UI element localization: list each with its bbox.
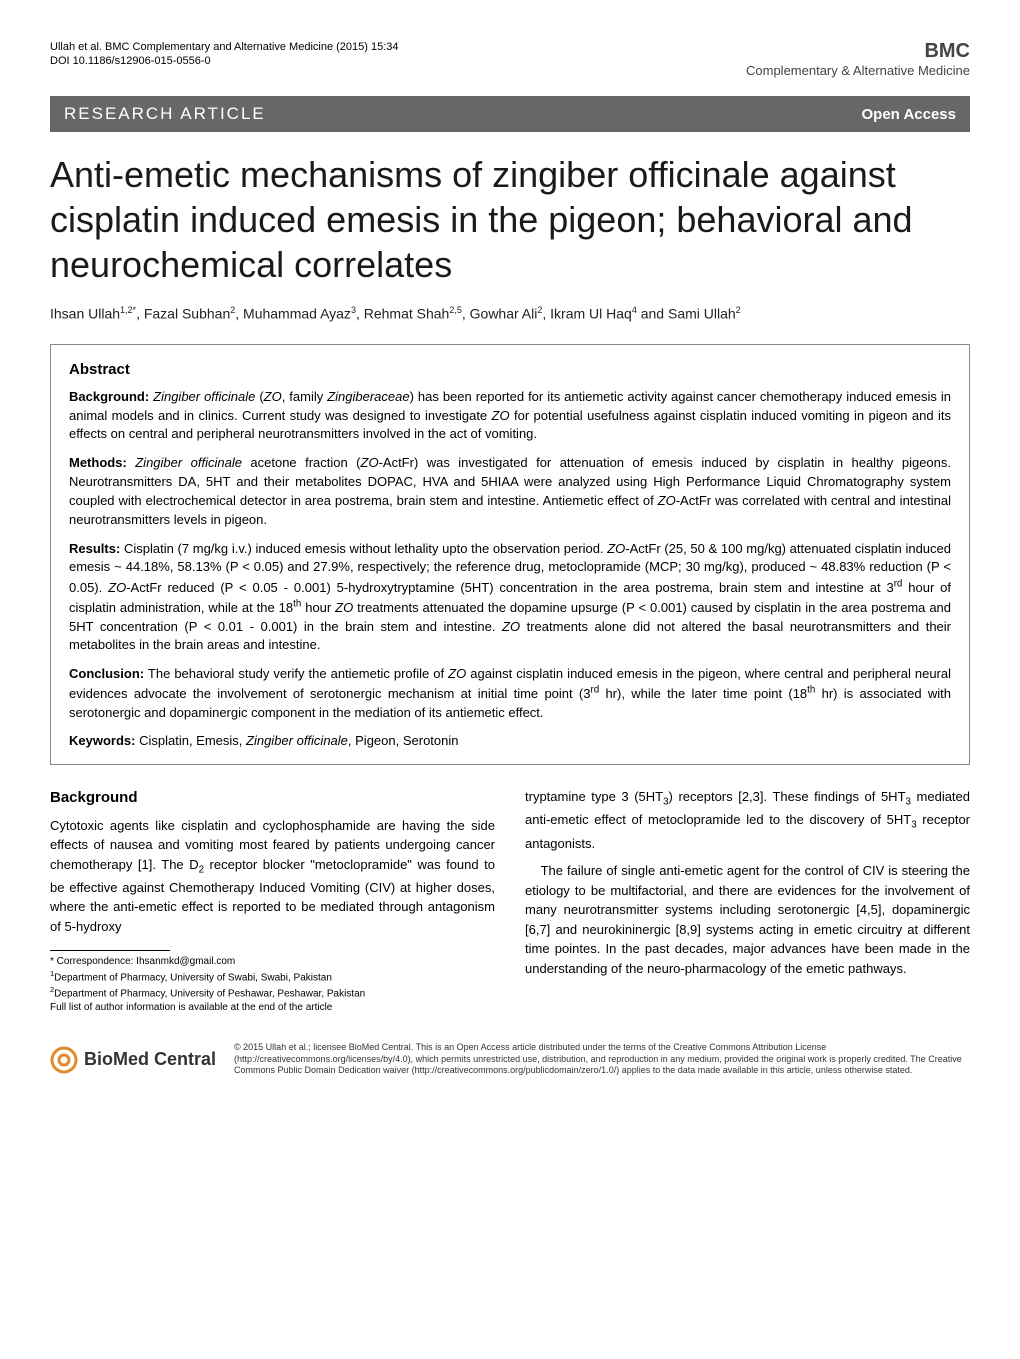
abstract-background-text: Zingiber officinale (ZO, family Zingiber…	[69, 389, 951, 442]
journal-logo-text: BMC	[746, 40, 970, 63]
abstract-conclusion-label: Conclusion:	[69, 666, 144, 681]
body-p3: The failure of single anti-emetic agent …	[525, 861, 970, 978]
abstract-methods-text: Zingiber officinale acetone fraction (ZO…	[69, 455, 951, 527]
body-col-right: tryptamine type 3 (5HT3) receptors [2,3]…	[525, 787, 970, 1014]
body-p2: tryptamine type 3 (5HT3) receptors [2,3]…	[525, 787, 970, 853]
open-access-label: Open Access	[862, 106, 957, 123]
body-col-left: Background Cytotoxic agents like cisplat…	[50, 787, 495, 1014]
biomed-logo-text: BioMed Central	[84, 1049, 216, 1070]
affiliation-2: 2Department of Pharmacy, University of P…	[50, 985, 495, 1001]
page-footer: BioMed Central © 2015 Ullah et al.; lice…	[50, 1034, 970, 1077]
abstract-box: Abstract Background: Zingiber officinale…	[50, 344, 970, 765]
abstract-results: Results: Cisplatin (7 mg/kg i.v.) induce…	[69, 540, 951, 656]
article-type-label: RESEARCH ARTICLE	[64, 104, 266, 124]
full-author-list-note: Full list of author information is avail…	[50, 1001, 495, 1015]
body-columns: Background Cytotoxic agents like cisplat…	[50, 787, 970, 1014]
affiliation-1: 11Department of Pharmacy, University of …	[50, 969, 495, 985]
article-title: Anti-emetic mechanisms of zingiber offic…	[50, 152, 970, 287]
keywords-text: Cisplatin, Emesis, Zingiber officinale, …	[139, 733, 458, 748]
abstract-background: Background: Zingiber officinale (ZO, fam…	[69, 388, 951, 445]
abstract-methods: Methods: Zingiber officinale acetone fra…	[69, 454, 951, 529]
doi-line: DOI 10.1186/s12906-015-0556-0	[50, 54, 399, 68]
abstract-keywords: Keywords: Cisplatin, Emesis, Zingiber of…	[69, 733, 951, 748]
abstract-conclusion: Conclusion: The behavioral study verify …	[69, 665, 951, 723]
footnote-divider	[50, 950, 170, 951]
abstract-background-label: Background:	[69, 389, 149, 404]
abstract-methods-label: Methods:	[69, 455, 127, 470]
header-citation-block: Ullah et al. BMC Complementary and Alter…	[50, 40, 399, 69]
footnote-block: * Correspondence: Ihsanmkd@gmail.com 11D…	[50, 955, 495, 1014]
body-p1: Cytotoxic agents like cisplatin and cycl…	[50, 816, 495, 937]
license-text: © 2015 Ullah et al.; licensee BioMed Cen…	[234, 1042, 970, 1077]
author-list: Ihsan Ullah1,2*, Fazal Subhan2, Muhammad…	[50, 305, 970, 322]
article-type-banner: RESEARCH ARTICLE Open Access	[50, 96, 970, 132]
keywords-label: Keywords:	[69, 733, 135, 748]
abstract-results-label: Results:	[69, 541, 120, 556]
page-container: Ullah et al. BMC Complementary and Alter…	[0, 0, 1020, 1117]
citation-line: Ullah et al. BMC Complementary and Alter…	[50, 40, 399, 54]
journal-subtitle: Complementary & Alternative Medicine	[746, 63, 970, 78]
background-heading: Background	[50, 787, 495, 810]
correspondence-line: * Correspondence: Ihsanmkd@gmail.com	[50, 955, 495, 969]
page-header: Ullah et al. BMC Complementary and Alter…	[50, 40, 970, 78]
journal-brand: BMC Complementary & Alternative Medicine	[746, 40, 970, 78]
abstract-results-text: Cisplatin (7 mg/kg i.v.) induced emesis …	[69, 541, 951, 653]
abstract-conclusion-text: The behavioral study verify the antiemet…	[69, 666, 951, 720]
biomed-central-logo: BioMed Central	[50, 1046, 216, 1074]
biomed-circle-icon	[50, 1046, 78, 1074]
abstract-heading: Abstract	[69, 361, 951, 378]
